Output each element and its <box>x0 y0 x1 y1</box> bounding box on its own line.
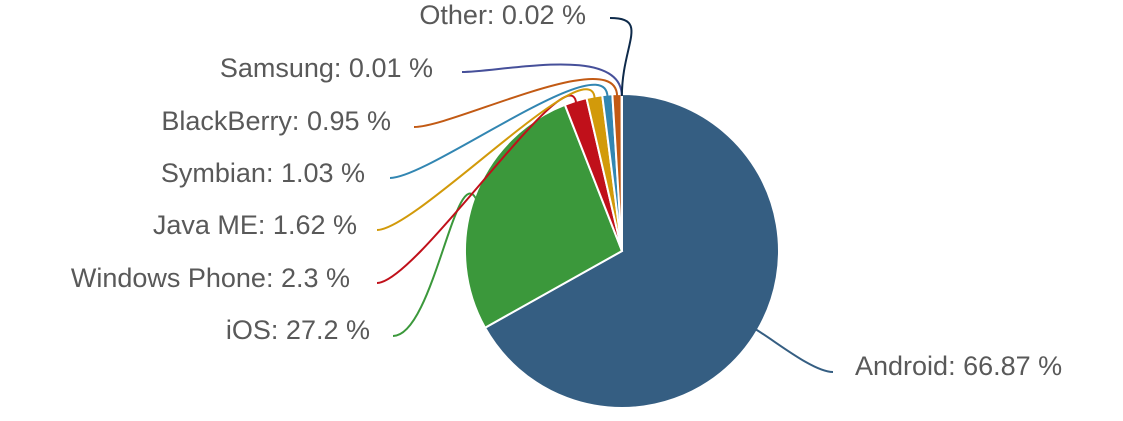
data-label-ios: iOS: 27.2 % <box>226 315 370 345</box>
leader-lines <box>376 17 834 373</box>
data-label-symbian: Symbian: 1.03 % <box>161 158 365 188</box>
data-labels: Android: 66.87 % iOS: 27.2 % Windows Phone… <box>71 0 1062 381</box>
leader-line-other <box>609 17 633 97</box>
leader-line-android <box>755 328 834 373</box>
data-label-samsung: Samsung: 0.01 % <box>220 53 433 83</box>
leader-line-blackberry <box>413 77 619 128</box>
data-label-windows-phone: Windows Phone: 2.3 % <box>71 263 350 293</box>
data-label-other: Other: 0.02 % <box>419 0 586 30</box>
leader-line-java-me <box>376 88 596 231</box>
data-label-android: Android: 66.87 % <box>855 351 1062 381</box>
leader-line-ios <box>392 192 477 337</box>
data-label-java-me: Java ME: 1.62 % <box>153 210 357 240</box>
leader-line-symbian <box>389 83 609 179</box>
pie-slices <box>464 92 780 409</box>
data-label-blackberry: BlackBerry: 0.95 % <box>161 106 391 136</box>
leader-line-samsung <box>461 63 623 97</box>
